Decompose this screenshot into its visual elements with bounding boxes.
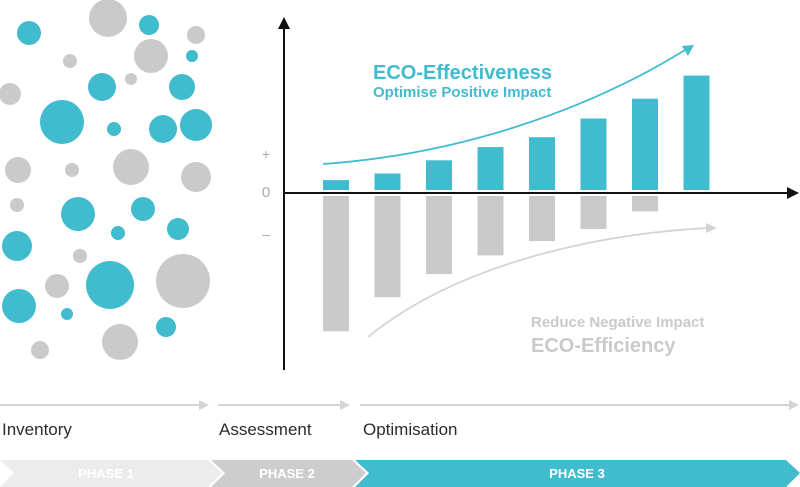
inventory-arrowhead [199, 400, 209, 410]
bubble [186, 50, 198, 62]
phase-arrows [0, 400, 799, 410]
bubble [65, 163, 79, 177]
positive-bar-5 [529, 137, 555, 190]
bubble [134, 39, 168, 73]
bubble [5, 157, 31, 183]
eco-effectiveness-title: ECO-Effectiveness [373, 62, 552, 84]
positive-bar-1 [323, 180, 349, 190]
bubble [102, 324, 138, 360]
phase-3-chevron [355, 460, 800, 487]
negative-bar-6 [580, 196, 607, 229]
bubble [125, 73, 137, 85]
positive-bar-3 [426, 160, 452, 190]
phase-2-chevron [211, 460, 366, 487]
bubble [2, 289, 36, 323]
bubble-cluster [0, 0, 212, 360]
y-axis-arrowhead [278, 17, 290, 29]
bubble [113, 149, 149, 185]
bubble [40, 100, 84, 144]
bubble [2, 231, 32, 261]
positive-bar-4 [477, 147, 504, 190]
bubble [107, 122, 121, 136]
negative-bar-7 [632, 196, 658, 212]
phase-bar: PHASE 1 PHASE 2 PHASE 3 [0, 460, 800, 487]
negative-bar-4 [477, 196, 504, 256]
eco-efficiency-subtitle: Reduce Negative Impact [531, 314, 704, 331]
bubble [169, 74, 195, 100]
positive-bar-6 [580, 118, 607, 190]
x-axis-arrowhead [787, 187, 799, 199]
eco-effectiveness-subtitle: Optimise Positive Impact [373, 84, 551, 101]
axes [278, 17, 799, 370]
positive-bar-2 [374, 173, 401, 190]
negative-bar-1 [323, 196, 349, 332]
axis-minus-mark: – [262, 226, 270, 242]
optimisation-label: Optimisation [363, 420, 458, 439]
bubble [167, 218, 189, 240]
optimisation-arrowhead [789, 400, 799, 410]
bubble [89, 0, 127, 37]
assessment-arrowhead [340, 400, 350, 410]
assessment-label: Assessment [219, 420, 312, 439]
bar-group [323, 75, 710, 332]
bubble [180, 109, 212, 141]
efficiency-arrowhead [706, 223, 717, 233]
bubble [181, 162, 211, 192]
bubble [86, 261, 134, 309]
bubble [61, 308, 73, 320]
bubble [63, 54, 77, 68]
negative-bar-2 [374, 196, 401, 298]
bubble [139, 15, 159, 35]
bubble [156, 317, 176, 337]
bubble [111, 226, 125, 240]
phase-1-badge: PHASE 1 [78, 466, 134, 481]
axis-zero-mark: 0 [262, 184, 270, 201]
negative-bar-5 [529, 196, 555, 242]
phase-1-chevron [0, 460, 222, 487]
bubble [45, 274, 69, 298]
bubble [10, 198, 24, 212]
axis-plus-mark: + [262, 146, 270, 162]
bubble [61, 197, 95, 231]
negative-bar-3 [426, 196, 452, 275]
bubble [149, 115, 177, 143]
eco-efficiency-title: ECO-Efficiency [531, 335, 676, 357]
phase-3-badge: PHASE 3 [549, 466, 605, 481]
inventory-label: Inventory [2, 420, 72, 439]
positive-bar-7 [632, 98, 658, 190]
efficiency-trend-arrow [367, 227, 709, 338]
effectiveness-arrowhead [682, 45, 694, 56]
bubble [187, 26, 205, 44]
bubble [156, 254, 210, 308]
bubble [17, 21, 41, 45]
bubble [73, 249, 87, 263]
bubble [88, 73, 116, 101]
bubble [0, 83, 21, 105]
phase-2-badge: PHASE 2 [259, 466, 315, 481]
positive-bar-8 [683, 75, 710, 190]
bubble [131, 197, 155, 221]
effectiveness-trend-arrow [322, 49, 686, 165]
bubble [31, 341, 49, 359]
